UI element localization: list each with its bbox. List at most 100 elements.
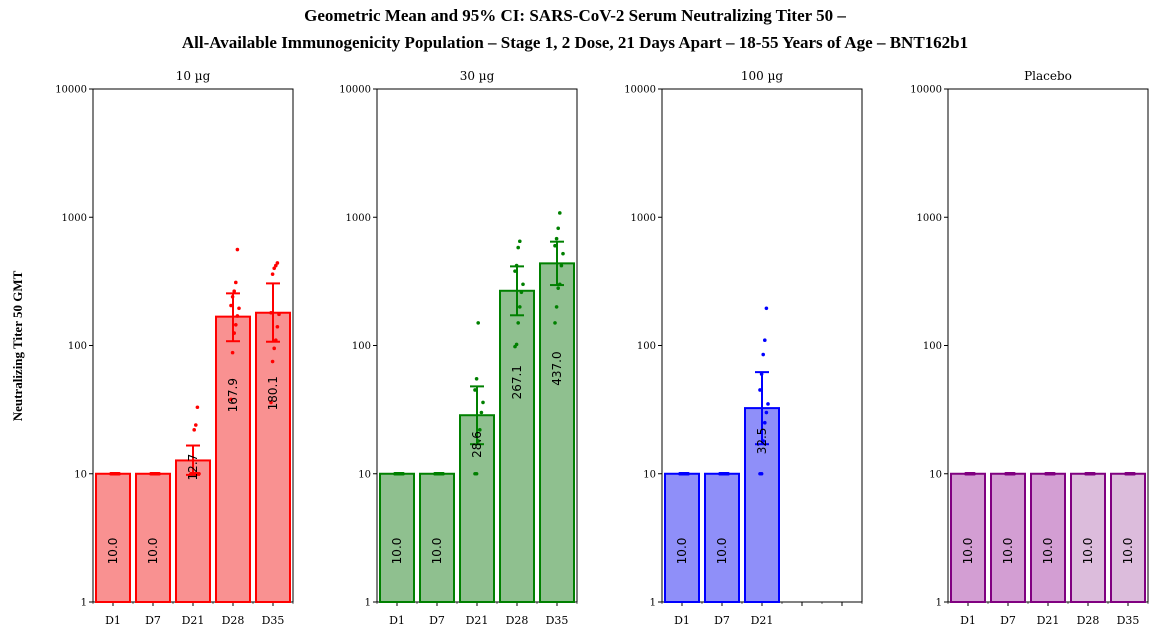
y-tick-label: 1 [936,598,942,609]
chart-title: Geometric Mean and 95% CI: SARS-CoV-2 Se… [304,6,846,25]
data-point [441,471,445,476]
bar-value-label: 10.0 [675,538,689,565]
data-point [234,280,238,285]
data-point [269,400,273,405]
data-point [195,405,200,410]
bar-value-label: 10.0 [1001,538,1015,565]
data-point [277,312,281,317]
data-point [561,251,565,256]
x-category-label: D21 [466,614,489,627]
data-point [269,310,273,315]
data-point [764,306,769,311]
data-point [270,272,275,276]
data-point [401,471,405,476]
data-point [558,211,562,215]
data-point [157,471,161,476]
data-point [479,410,484,415]
y-tick-label: 1 [650,598,656,609]
x-category-label: D35 [262,614,285,627]
bar [1070,472,1106,603]
panel-2: 100 µg 1 10 100 1000 10000 10.0 D1 10.0 D7 32.5 D21 [624,69,863,627]
panel-title: 100 µg [741,69,784,83]
data-point [764,410,769,415]
y-tick-label: 100 [352,341,371,352]
bar-value-label: 167.9 [226,378,240,412]
y-tick-label: 1000 [917,213,942,224]
data-point [232,289,236,294]
y-tick-label: 1 [365,598,371,609]
data-point [516,245,520,250]
y-tick-label: 1000 [631,213,656,224]
bar-value-label: 180.1 [266,376,280,410]
data-point [229,303,233,308]
bar-value-label: 12.7 [186,454,200,481]
bar-value-label: 10.0 [390,538,404,565]
y-tick-label: 10 [74,469,87,480]
data-point [686,471,690,476]
bar-value-label: 10.0 [1041,538,1055,565]
y-tick-label: 100 [68,341,87,352]
x-category-label: D28 [506,614,529,627]
bar [379,472,415,603]
y-axis-label: Neutralizing Titer 50 GMT [10,270,25,421]
bar [135,472,171,603]
x-category-label: D7 [429,614,445,627]
data-point [192,428,196,432]
bar [950,472,986,603]
y-tick-label: 10000 [55,85,87,96]
x-category-label: D1 [105,614,121,627]
data-point [556,286,560,290]
data-point [272,346,277,351]
y-tick-label: 10 [929,469,942,480]
bar [419,472,455,603]
y-tick-label: 1000 [62,213,87,224]
bar-value-label: 10.0 [146,538,160,565]
bar [255,311,291,603]
panel-0: 10 µg 1 10 100 1000 10000 10.0 D1 10.0 D7 12.7 D21 1… [55,69,294,627]
bar-value-label: 10.0 [1121,538,1135,565]
data-point [473,388,477,392]
bar [459,414,495,604]
data-point [553,321,557,325]
x-category-label: D7 [714,614,730,627]
x-category-label: D21 [1037,614,1060,627]
data-point [514,342,519,347]
chart-subtitle: All-Available Immunogenicity Population … [182,33,968,52]
data-point [1092,471,1096,476]
x-category-label: D7 [145,614,161,627]
bar [499,289,535,603]
data-point [275,324,280,329]
panel-3: Placebo 1 10 100 1000 10000 10.0 D1 10.0 D7 10.0 D2… [910,69,1149,627]
data-point [519,290,524,295]
bar-value-label: 10.0 [715,538,729,565]
data-point [275,261,280,265]
y-tick-label: 10 [358,469,371,480]
y-tick-label: 10000 [910,85,942,96]
x-category-label: D21 [751,614,774,627]
data-point [274,263,278,268]
data-point [1132,471,1136,476]
data-point [554,305,559,309]
panel-title: 10 µg [176,69,211,83]
panel-title: 30 µg [460,69,495,83]
y-tick-label: 1000 [346,213,371,224]
data-point [972,471,976,476]
bar [215,315,251,603]
y-tick-label: 100 [923,341,942,352]
data-point [726,471,730,476]
y-tick-label: 10000 [339,85,371,96]
data-point [272,266,277,271]
bar-value-label: 10.0 [961,538,975,565]
data-point [518,239,522,244]
data-point [513,269,517,273]
data-point [1012,471,1016,476]
x-category-label: D1 [674,614,690,627]
y-tick-label: 1 [81,598,87,609]
data-point [481,400,485,405]
bar-value-label: 437.0 [550,351,564,385]
data-point [234,323,238,327]
data-point [474,471,479,476]
bar [539,262,575,603]
data-point [518,305,522,309]
bar-value-label: 10.0 [106,538,120,565]
